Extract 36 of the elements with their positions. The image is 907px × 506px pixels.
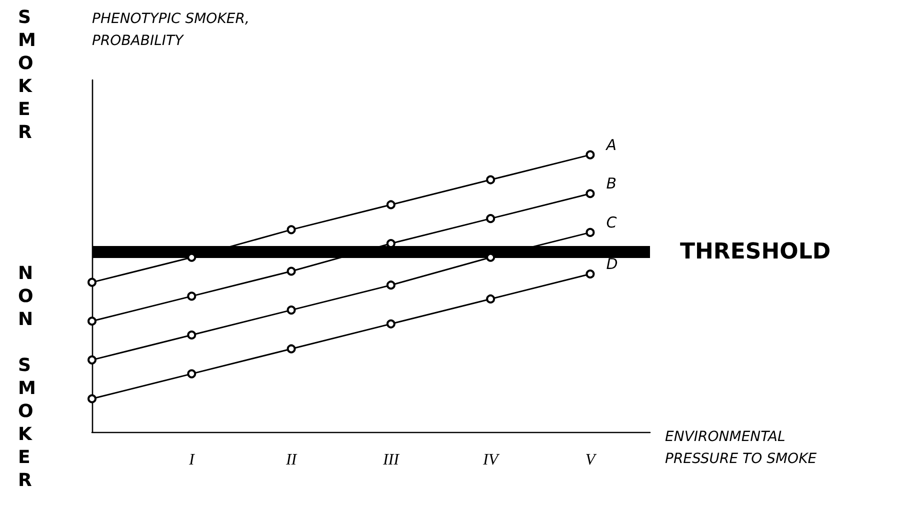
point <box>187 369 196 378</box>
point <box>286 266 296 276</box>
x-tick-label: V <box>585 452 598 468</box>
series-label: C <box>606 213 618 232</box>
x-axis-title: ENVIRONMENTAL PRESSURE TO SMOKE <box>665 429 817 467</box>
text: PHENOTYPIC SMOKER, PROBABILITY <box>92 11 250 49</box>
series-label: B <box>606 174 617 193</box>
point <box>486 294 496 304</box>
point <box>586 189 595 198</box>
point <box>187 292 196 301</box>
series-label: A <box>605 136 616 154</box>
series-label: D <box>606 255 618 274</box>
point <box>486 175 496 184</box>
point <box>386 200 396 210</box>
point <box>386 319 396 328</box>
point <box>586 228 595 237</box>
x-tick-label: I <box>188 452 195 468</box>
point <box>88 316 96 326</box>
text: SMOKER <box>18 7 36 143</box>
point <box>486 214 496 224</box>
x-tick-label: III <box>382 452 400 468</box>
point <box>88 278 96 287</box>
point <box>286 225 296 234</box>
x-tick-label: IV <box>482 452 500 468</box>
point <box>586 270 595 279</box>
point <box>386 280 396 290</box>
point <box>187 330 196 340</box>
ref-line-label: THRESHOLD <box>680 239 831 264</box>
point <box>88 394 96 404</box>
point <box>586 150 595 160</box>
point <box>88 355 96 364</box>
point <box>286 344 296 354</box>
point <box>286 306 296 315</box>
text: SMOKER <box>18 355 36 491</box>
x-tick-label: II <box>284 452 298 468</box>
text: NON <box>18 263 34 330</box>
